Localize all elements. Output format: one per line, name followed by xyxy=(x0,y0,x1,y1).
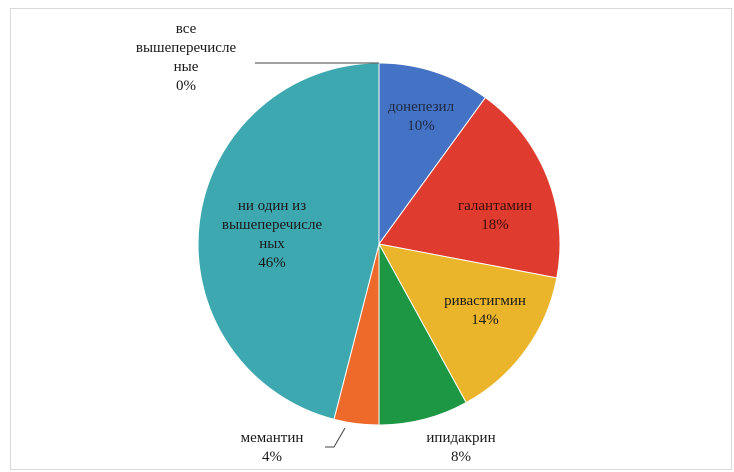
slice-name: ные xyxy=(174,59,199,75)
slice-label-5: ни один из вышеперечисле ных 46% xyxy=(222,198,323,271)
pie-slice-3 xyxy=(378,243,467,426)
pie-slice-2 xyxy=(378,243,558,404)
slice-label-1: галантамин 18% xyxy=(458,198,532,233)
slice-label-6: все вышеперечисле ные 0% xyxy=(136,21,237,94)
slice-labels: донепезил 10% галантамин 18% ривастигмин 14% и… xyxy=(136,21,532,465)
slice-label-0: донепезил 10% xyxy=(388,99,455,134)
pie-slice-1 xyxy=(378,96,561,279)
slice-percent: 10% xyxy=(407,118,435,134)
slice-label-2: ривастигмин 14% xyxy=(444,293,526,328)
slice-percent: 14% xyxy=(471,312,499,328)
slice-name: все xyxy=(176,21,197,37)
slice-name: ривастигмин xyxy=(444,293,526,309)
pie-slices xyxy=(197,62,561,426)
pie-slice-5 xyxy=(197,62,380,420)
slice-percent: 8% xyxy=(451,449,471,465)
slice-label-3: ипидакрин 8% xyxy=(426,430,495,465)
pie-slice-0 xyxy=(378,62,487,246)
slice-name: донепезил xyxy=(388,99,455,115)
slice-name: ни один из xyxy=(238,198,306,214)
slice-name: вышеперечисле xyxy=(136,40,237,56)
slice-percent: 4% xyxy=(262,449,282,465)
leader-line-4 xyxy=(325,427,346,448)
slice-name: вышеперечисле xyxy=(222,217,323,233)
slice-name: мемантин xyxy=(241,430,304,446)
slice-name: галантамин xyxy=(458,198,532,214)
slice-percent: 18% xyxy=(481,217,509,233)
slice-name: ных xyxy=(259,236,285,252)
leader-lines xyxy=(255,62,379,448)
slice-percent: 0% xyxy=(176,78,196,94)
slice-label-4: мемантин 4% xyxy=(241,430,304,465)
slice-name: ипидакрин xyxy=(426,430,495,446)
slice-percent: 46% xyxy=(258,255,286,271)
